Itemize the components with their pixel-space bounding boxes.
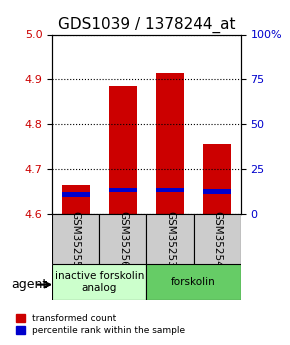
- Text: GSM35255: GSM35255: [71, 210, 81, 267]
- Bar: [109, 193, 137, 214]
- Bar: [61, 193, 90, 197]
- Bar: [109, 86, 137, 188]
- Legend: transformed count, percentile rank within the sample: transformed count, percentile rank withi…: [16, 314, 186, 335]
- Text: GSM35254: GSM35254: [212, 210, 222, 267]
- Bar: [61, 185, 90, 193]
- FancyBboxPatch shape: [52, 214, 99, 264]
- Text: GSM35256: GSM35256: [118, 210, 128, 267]
- Bar: [203, 189, 231, 194]
- FancyBboxPatch shape: [99, 214, 146, 264]
- Bar: [203, 194, 231, 214]
- Text: agent: agent: [12, 278, 48, 291]
- Bar: [61, 197, 90, 214]
- FancyBboxPatch shape: [52, 264, 146, 300]
- Bar: [156, 72, 184, 188]
- Bar: [156, 188, 184, 193]
- FancyBboxPatch shape: [146, 214, 194, 264]
- Bar: [156, 193, 184, 214]
- FancyBboxPatch shape: [146, 264, 241, 300]
- Title: GDS1039 / 1378244_at: GDS1039 / 1378244_at: [58, 17, 235, 33]
- Text: forskolin: forskolin: [171, 277, 216, 287]
- Text: GSM35253: GSM35253: [165, 210, 175, 267]
- FancyBboxPatch shape: [194, 214, 241, 264]
- Bar: [109, 188, 137, 193]
- Text: inactive forskolin
analog: inactive forskolin analog: [55, 271, 144, 293]
- Bar: [203, 145, 231, 189]
